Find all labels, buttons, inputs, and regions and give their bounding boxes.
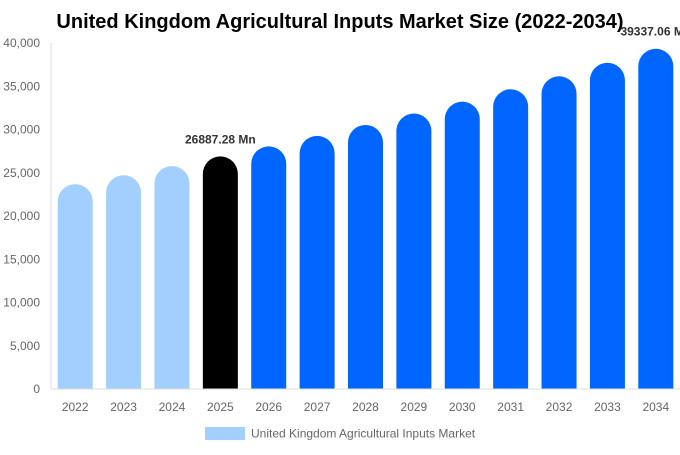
chart-title: United Kingdom Agricultural Inputs Marke… — [56, 11, 623, 33]
bar-2032 — [541, 76, 577, 390]
x-tick-label: 2031 — [497, 400, 524, 414]
bar-2033 — [589, 62, 625, 390]
data-label-2025: 26887.28 Mn — [185, 132, 256, 146]
y-tick-label: 30,000 — [3, 123, 40, 137]
data-labels: 26887.28 Mn 39337.06 Mn — [185, 25, 680, 147]
bar-2029 — [396, 113, 432, 390]
bar-2023 — [106, 175, 142, 389]
x-tick-label: 2028 — [352, 400, 379, 414]
bar-2027 — [299, 135, 335, 389]
legend-label: United Kingdom Agricultural Inputs Marke… — [251, 427, 476, 441]
y-tick-label: 35,000 — [3, 79, 40, 93]
data-label-2034: 39337.06 Mn — [620, 25, 680, 39]
bar-2022 — [57, 184, 93, 389]
y-tick-label: 25,000 — [3, 166, 40, 180]
x-tick-label: 2032 — [546, 400, 573, 414]
bars — [57, 48, 674, 390]
y-tick-label: 10,000 — [3, 296, 40, 310]
y-tick-label: 15,000 — [3, 252, 40, 266]
bar-2025 — [202, 156, 238, 389]
x-tick-label: 2033 — [594, 400, 621, 414]
bar-2026 — [251, 146, 287, 389]
x-tick-label: 2024 — [159, 400, 186, 414]
x-tick-label: 2026 — [255, 400, 282, 414]
y-tick-label: 20,000 — [3, 209, 40, 223]
x-tick-label: 2022 — [62, 400, 89, 414]
bar-2030 — [444, 101, 480, 389]
y-tick-label: 5,000 — [10, 339, 40, 353]
y-tick-label: 40,000 — [3, 36, 40, 50]
y-axis: 0 5,000 10,000 15,000 20,000 25,000 30,000 35,0… — [3, 36, 52, 396]
x-tick-label: 2025 — [207, 400, 234, 414]
x-axis: 2022 2023 2024 2025 2026 2027 2028 2029 2030 2031… — [51, 388, 680, 414]
bar-2031 — [493, 89, 529, 389]
bar-2034 — [638, 48, 674, 389]
y-tick-label: 0 — [33, 382, 40, 396]
x-tick-label: 2023 — [110, 400, 137, 414]
legend-swatch — [205, 427, 245, 440]
bar-2028 — [348, 124, 383, 390]
x-tick-label: 2030 — [449, 400, 476, 414]
x-tick-label: 2029 — [401, 400, 428, 414]
legend[interactable]: United Kingdom Agricultural Inputs Marke… — [205, 427, 476, 441]
bar-2024 — [154, 166, 190, 389]
x-tick-label: 2027 — [304, 400, 331, 414]
x-tick-label: 2034 — [642, 400, 669, 414]
